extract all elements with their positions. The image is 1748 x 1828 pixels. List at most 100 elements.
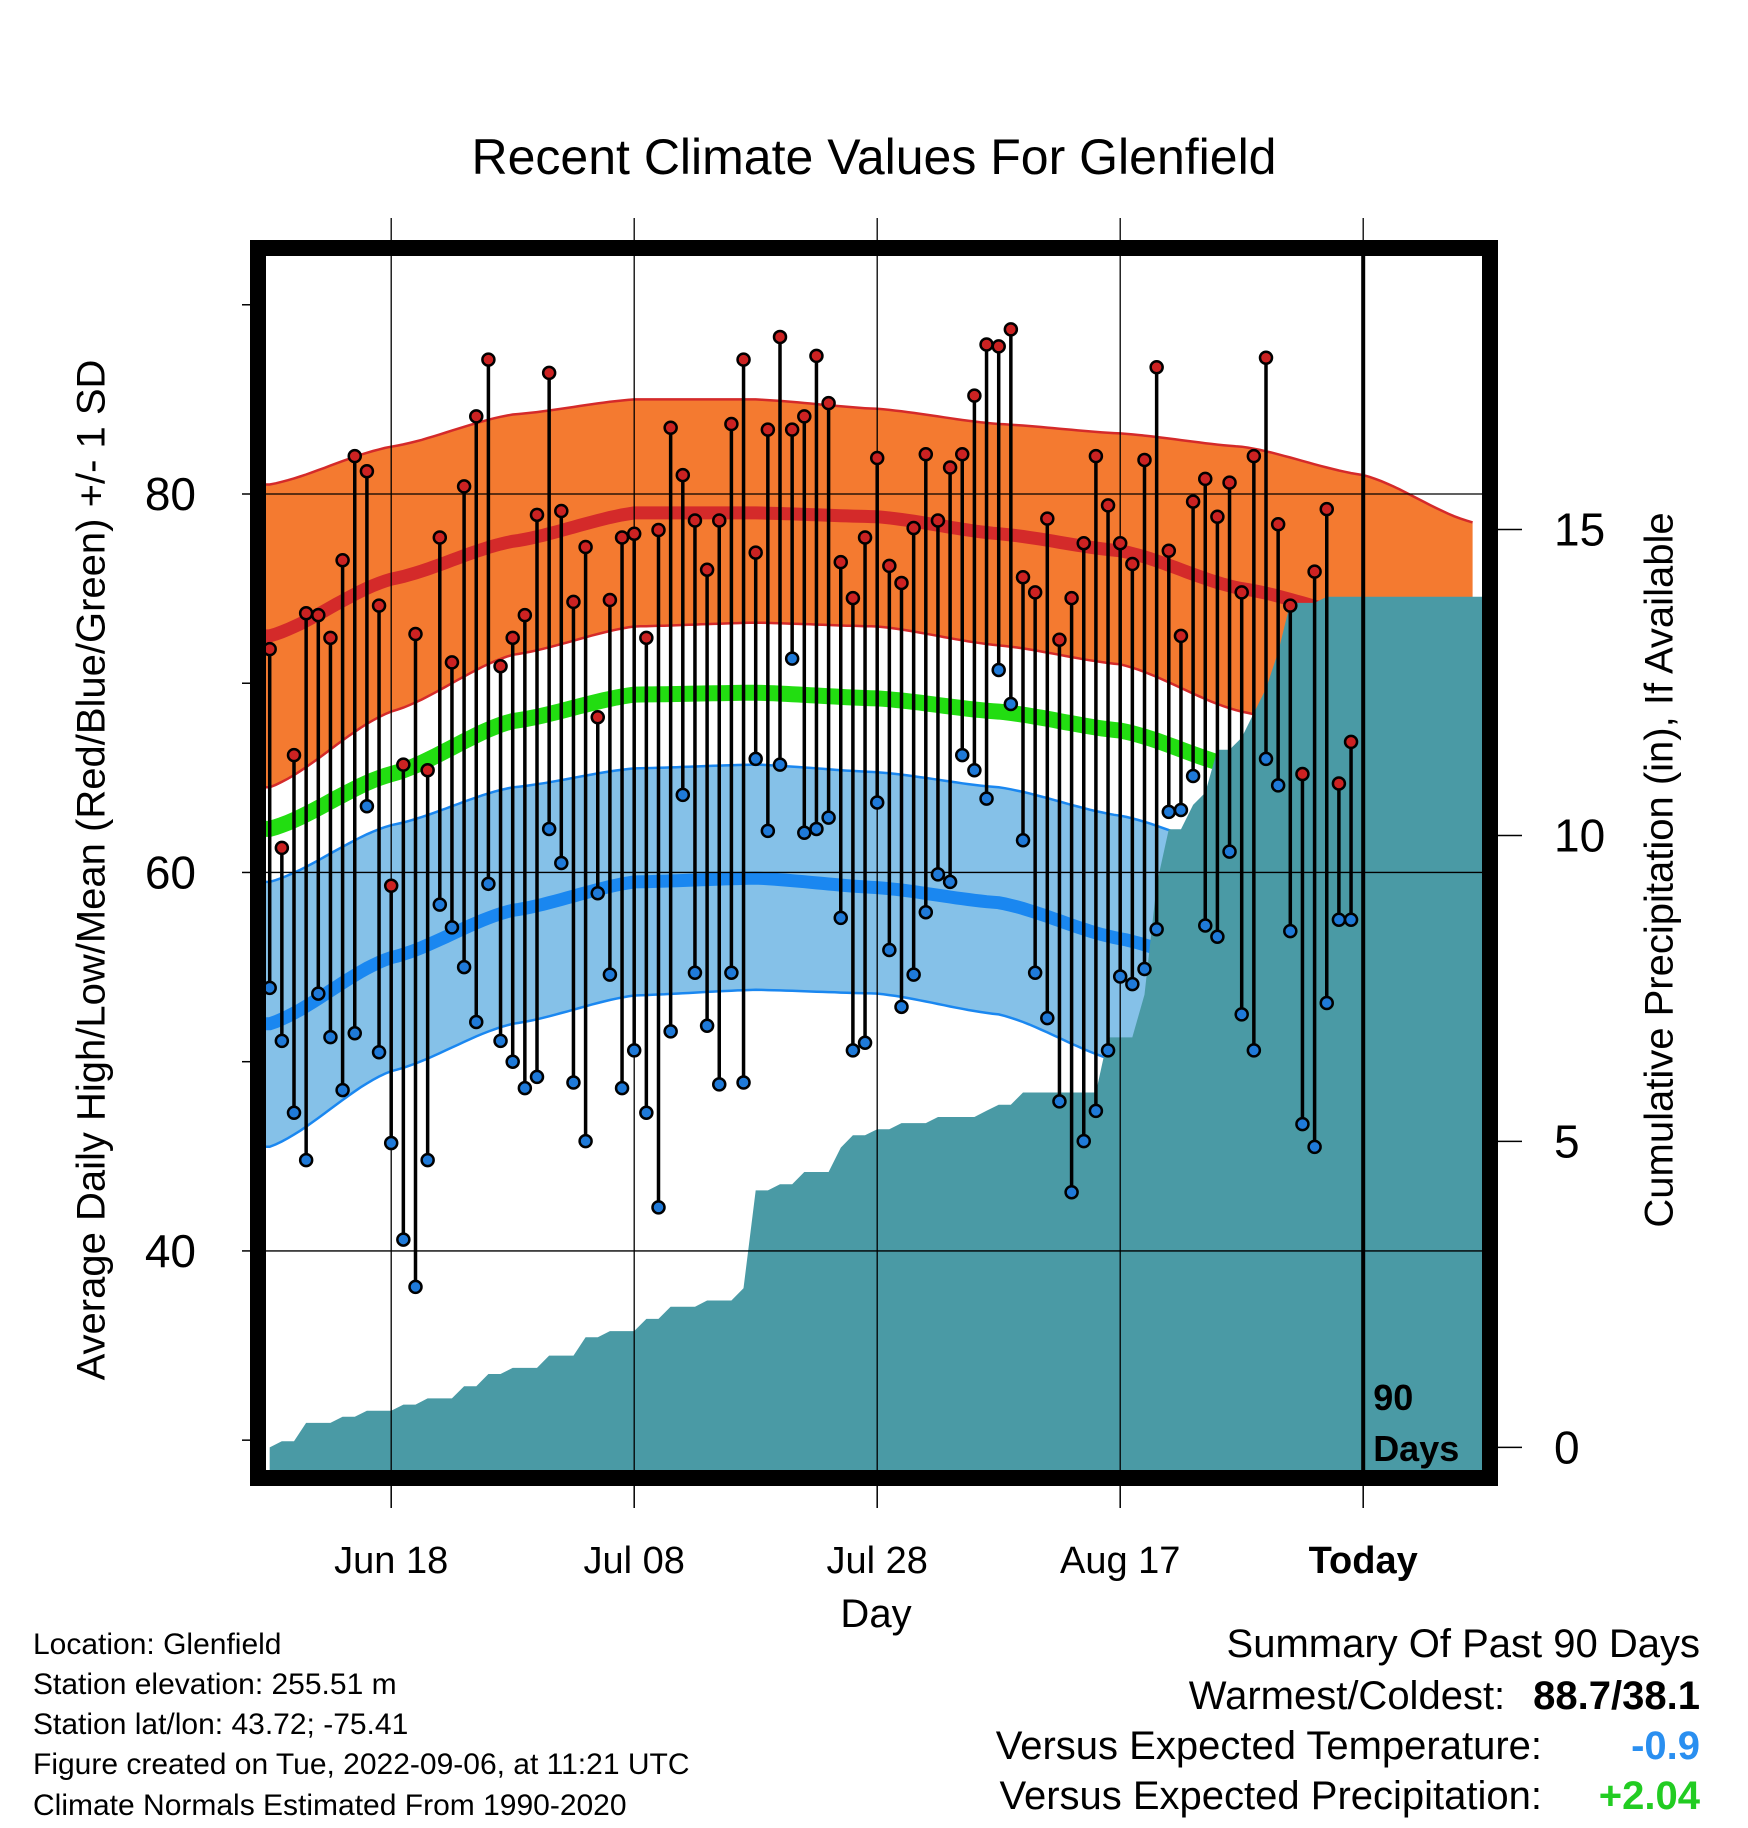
daily-high-point (1015, 570, 1031, 585)
daily-low-point (1112, 969, 1128, 984)
daily-low-point (359, 798, 375, 814)
daily-low-point (809, 821, 824, 837)
daily-high-point (298, 605, 314, 621)
summary-warmest-coldest-value: 88.7/38.1 (1533, 1674, 1700, 1718)
y-right-tick-label: 15 (1554, 503, 1605, 555)
daily-high-point (821, 395, 836, 411)
daily-high-point (396, 757, 411, 772)
daily-high-point (1210, 509, 1225, 524)
daily-high-point (371, 598, 387, 613)
daily-high-point (383, 878, 399, 893)
daily-low-point (420, 1152, 435, 1168)
daily-low-point (1234, 1007, 1249, 1022)
daily-low-point (736, 1075, 751, 1090)
daily-high-point (1319, 501, 1334, 517)
daily-high-point (408, 626, 423, 642)
daily-high-point (1246, 448, 1262, 464)
daily-high-point (505, 630, 520, 646)
daily-range-sticks (262, 322, 1359, 1295)
daily-low-point (639, 1105, 654, 1121)
daily-high-point (869, 450, 885, 466)
daily-low-point (383, 1135, 399, 1151)
daily-low-point (797, 825, 812, 840)
plot-frame: 90 Days (250, 240, 1498, 1486)
daily-low-point (626, 1043, 642, 1058)
info-elevation: Station elevation: 255.51 m (33, 1668, 397, 1701)
daily-high-point (323, 630, 338, 646)
daily-low-point (529, 1069, 545, 1085)
daily-low-point (371, 1044, 387, 1060)
daily-high-point (663, 420, 678, 436)
daily-high-point (1052, 632, 1067, 647)
daily-high-point (1100, 498, 1116, 513)
daily-low-point (882, 942, 897, 958)
daily-low-point (869, 795, 885, 810)
daily-low-point (1222, 844, 1237, 859)
y-right-tick-label: 5 (1554, 1115, 1580, 1167)
daily-low-point (493, 1033, 508, 1049)
y-axis-right-label: Cumulative Precipitation (in), If Availa… (1637, 512, 1682, 1228)
daily-high-point (712, 513, 727, 528)
daily-high-point (1076, 535, 1091, 551)
precipitation-area (269, 596, 1490, 1478)
daily-high-point (1270, 517, 1286, 532)
daily-low-point (760, 823, 776, 839)
daily-high-point (979, 337, 994, 352)
daily-low-point (517, 1080, 533, 1096)
daily-high-point (906, 520, 921, 536)
daily-high-point (930, 513, 946, 528)
daily-high-point (955, 447, 970, 462)
high-mean-line (258, 506, 1475, 671)
daily-high-point (772, 329, 788, 345)
daily-high-point (420, 763, 435, 778)
summary-precipitation: Versus Expected Precipitation: +2.04 (999, 1774, 1700, 1819)
daily-high-point (1137, 452, 1152, 468)
daily-low-point (955, 747, 970, 763)
daily-low-point (663, 1024, 678, 1039)
daily-low-point (930, 867, 946, 882)
daily-high-point (1234, 585, 1249, 600)
daily-low-point (396, 1232, 411, 1247)
daily-low-point (1161, 804, 1177, 820)
daily-high-point (1283, 598, 1298, 613)
daily-high-point (286, 747, 302, 763)
summary-temperature-label: Versus Expected Temperature: (995, 1724, 1542, 1768)
daily-low-point (979, 791, 994, 806)
daily-high-point (918, 447, 934, 462)
daily-low-point (942, 874, 958, 890)
daily-high-point (1295, 766, 1310, 782)
daily-low-point (1246, 1043, 1262, 1058)
daily-high-point (590, 710, 605, 725)
summary-heading: Summary Of Past 90 Days (1226, 1622, 1700, 1666)
daily-low-point (687, 965, 703, 981)
daily-low-point (991, 662, 1006, 678)
daily-high-point (541, 365, 557, 381)
daily-low-point (469, 1014, 484, 1030)
daily-low-point (1125, 976, 1140, 992)
daily-high-point (517, 607, 533, 623)
daily-high-point (578, 539, 593, 555)
daily-high-point (335, 552, 350, 568)
daily-high-point (1343, 734, 1359, 750)
daily-high-point (1149, 359, 1164, 375)
daily-low-point (541, 821, 557, 837)
daily-low-point (1052, 1094, 1067, 1109)
x-tick-label: Today (1309, 1540, 1418, 1582)
daily-high-point (736, 352, 751, 367)
axis-ticks: Jun 18 Jul 08 Jul 28 Aug 17 Today 40 60 80 0 5 10 1… (145, 304, 1605, 1582)
daily-high-point (845, 590, 861, 606)
daily-low-point (1307, 1139, 1322, 1155)
daily-low-point (274, 1033, 290, 1049)
daily-high-point (991, 339, 1006, 354)
summary-warmest-coldest-label: Warmest/Coldest: (1188, 1674, 1506, 1718)
daily-low-point (1100, 1043, 1116, 1058)
daily-low-point (566, 1075, 581, 1090)
plot-border (250, 240, 1498, 1486)
daily-low-point (554, 855, 569, 871)
daily-high-point (626, 526, 642, 541)
x-axis-label: Day (840, 1592, 912, 1636)
daily-low-point (724, 965, 739, 981)
daily-low-point (1185, 768, 1201, 784)
y-right-tick-label: 10 (1554, 809, 1605, 861)
daily-high-point (651, 522, 666, 538)
